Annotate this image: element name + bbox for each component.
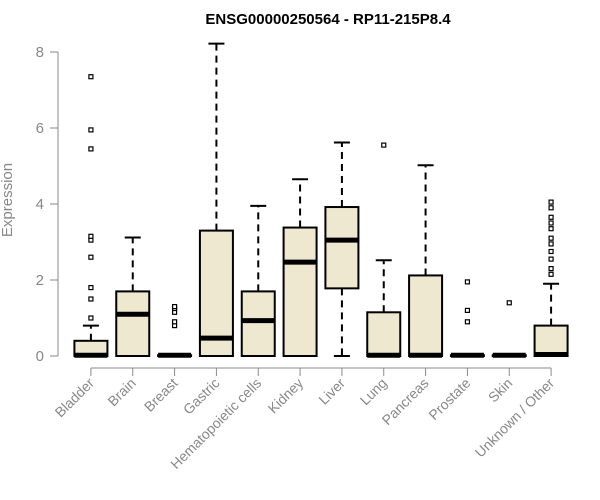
outlier-point xyxy=(88,74,94,80)
boxes-group xyxy=(73,42,569,358)
box-4 xyxy=(240,204,276,357)
box-11 xyxy=(533,199,569,358)
outlier-point xyxy=(548,226,554,232)
box-iqr xyxy=(408,274,444,357)
box-3 xyxy=(198,42,234,358)
box-6 xyxy=(324,141,360,357)
box-iqr xyxy=(366,311,402,357)
y-tick-label: 4 xyxy=(36,196,44,213)
box-iqr xyxy=(324,206,360,290)
box-9 xyxy=(449,279,485,358)
box-2 xyxy=(157,304,193,358)
y-axis-label: Expression xyxy=(0,163,16,237)
x-tick-label: Bladder xyxy=(52,375,98,421)
y-axis: 0 2 4 6 8 xyxy=(36,44,59,365)
x-tick-label: Unknown / Other xyxy=(472,375,558,461)
x-tick-label: Kidney xyxy=(265,375,307,417)
box-0 xyxy=(73,74,109,358)
chart-title: ENSG00000250564 - RP11-215P8.4 xyxy=(205,11,451,28)
y-tick-label: 6 xyxy=(36,120,44,137)
outlier-point xyxy=(88,296,94,302)
outlier-point xyxy=(548,248,554,255)
outlier-point xyxy=(171,304,178,310)
outlier-point xyxy=(88,146,94,152)
box-5 xyxy=(282,178,318,357)
x-tick-label: Breast xyxy=(141,375,181,415)
box-iqr xyxy=(282,226,318,357)
outlier-point xyxy=(548,266,554,272)
x-tick-label: Prostate xyxy=(425,375,473,423)
outlier-point xyxy=(548,256,554,262)
outlier-point xyxy=(381,142,387,148)
outlier-point xyxy=(548,241,554,247)
box-8 xyxy=(408,164,444,358)
outlier-point xyxy=(88,127,94,133)
x-tick-label: Liver xyxy=(315,375,348,408)
outlier-point xyxy=(171,319,178,325)
box-iqr xyxy=(533,324,569,358)
outlier-point xyxy=(548,271,554,277)
outlier-point xyxy=(88,254,94,260)
outlier-point xyxy=(548,220,554,226)
outlier-point xyxy=(88,285,94,291)
box-iqr xyxy=(240,290,276,357)
x-tick-label: Pancreas xyxy=(379,375,432,428)
outlier-point xyxy=(506,300,512,306)
outlier-point xyxy=(88,233,94,239)
box-iqr xyxy=(198,229,234,358)
outlier-point xyxy=(548,235,554,241)
y-tick-label: 0 xyxy=(36,348,44,365)
outlier-point xyxy=(88,315,94,321)
box-iqr xyxy=(115,290,151,357)
x-tick-label: Lung xyxy=(357,375,390,408)
box-7 xyxy=(366,142,402,358)
outlier-point xyxy=(548,205,554,211)
x-tick-label: Skin xyxy=(485,375,516,406)
outlier-point xyxy=(464,319,471,325)
outlier-point xyxy=(464,307,471,313)
y-tick-label: 2 xyxy=(36,272,44,289)
outlier-point xyxy=(464,279,471,285)
outlier-point xyxy=(548,214,554,220)
x-tick-label: Brain xyxy=(104,375,138,409)
outlier-point xyxy=(548,199,554,205)
box-1 xyxy=(115,236,151,357)
box-10 xyxy=(491,300,527,358)
y-tick-label: 8 xyxy=(36,44,44,61)
